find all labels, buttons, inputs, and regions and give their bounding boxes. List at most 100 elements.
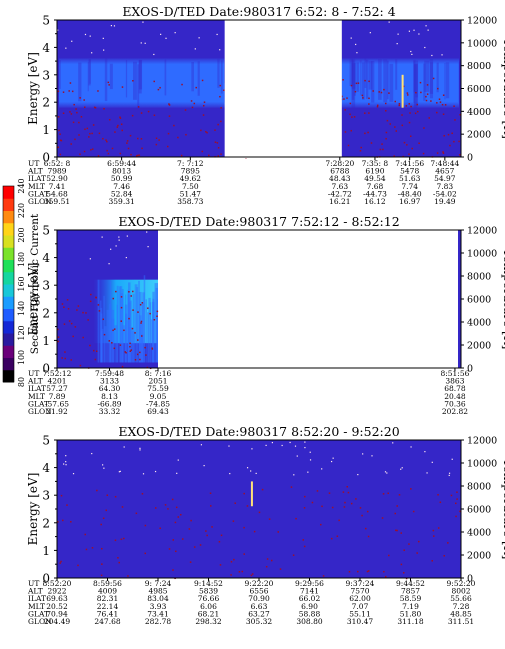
noise-pixel — [230, 574, 232, 576]
panel-2: EXOS-D/TED Date:980317 7:52:12 - 8:52:12… — [26, 214, 505, 416]
y-tick-label: 0 — [42, 572, 50, 586]
speck-pixel — [119, 470, 121, 472]
noise-pixel — [147, 307, 149, 309]
noise-pixel — [129, 350, 132, 352]
table-cell-glon: 358.73 — [177, 197, 203, 206]
noise-pixel — [211, 526, 213, 528]
panel-3: EXOS-D/TED Date:980317 8:52:20 - 9:52:20… — [26, 424, 505, 626]
noise-pixel — [85, 312, 87, 314]
y2-tick-label: 6000 — [467, 505, 491, 516]
table-cell-ilat: 70.90 — [248, 594, 270, 603]
noise-pixel — [134, 358, 137, 361]
table-cell-glat: 73.41 — [147, 609, 168, 618]
noise-pixel — [168, 104, 171, 106]
noise-pixel — [94, 358, 97, 361]
noise-pixel — [78, 121, 80, 124]
table-cell-ilat: 54.97 — [434, 174, 456, 183]
noise-pixel — [453, 140, 455, 143]
noise-pixel — [205, 530, 207, 532]
speck-pixel — [271, 441, 273, 444]
noise-pixel — [349, 113, 351, 116]
noise-pixel — [442, 151, 444, 153]
noise-pixel — [117, 557, 119, 559]
speck-pixel — [139, 449, 141, 451]
table-cell-mlt: 7.46 — [113, 182, 130, 191]
noise-pixel — [402, 572, 405, 574]
band-streak — [436, 62, 439, 93]
noise-pixel — [74, 326, 77, 328]
noise-pixel — [119, 152, 122, 155]
band-streak — [57, 60, 61, 89]
y-tick-label: 4 — [42, 251, 50, 265]
band-streak — [362, 62, 365, 100]
noise-pixel — [139, 351, 141, 354]
table-cell-mlt: 6.63 — [251, 602, 268, 611]
noise-pixel — [111, 342, 113, 344]
noise-pixel — [95, 350, 98, 352]
noise-pixel — [61, 303, 64, 305]
band-streak — [217, 58, 220, 88]
noise-pixel — [179, 513, 182, 516]
noise-pixel — [91, 547, 94, 549]
noise-pixel — [208, 154, 210, 157]
noise-pixel — [57, 521, 59, 523]
noise-pixel — [389, 123, 391, 125]
noise-pixel — [86, 127, 89, 130]
speck-pixel — [413, 29, 415, 31]
noise-pixel — [137, 106, 140, 108]
y2-axis-label: Temperature [K] — [501, 249, 505, 350]
speck-pixel — [118, 471, 120, 473]
noise-pixel — [220, 107, 222, 109]
table-cell-ut: 9: 7:24 — [145, 579, 172, 588]
noise-pixel — [199, 544, 202, 546]
speck-pixel — [392, 442, 394, 444]
noise-pixel — [158, 139, 160, 141]
noise-pixel — [455, 502, 457, 505]
table-cell-glat: -74.85 — [146, 399, 170, 408]
noise-pixel — [137, 339, 139, 341]
noise-pixel — [372, 90, 374, 92]
y2-tick-label: 0 — [467, 574, 473, 585]
cyan-streak — [152, 298, 155, 363]
y-tick-label: 1 — [42, 123, 50, 137]
colorbar-tick-label: 100 — [17, 350, 26, 365]
noise-pixel — [454, 119, 456, 121]
noise-pixel — [91, 132, 93, 135]
noise-pixel — [423, 127, 425, 129]
noise-pixel — [132, 309, 134, 311]
colorbar-swatch — [3, 210, 14, 224]
noise-pixel — [139, 358, 141, 361]
table-cell-ut: 7:52:12 — [43, 369, 72, 378]
table-cell-glat: -54.02 — [433, 189, 457, 198]
speck-pixel — [198, 37, 200, 39]
y2-tick-label: 8000 — [467, 61, 491, 72]
table-cell-alt: 4985 — [148, 587, 167, 596]
noise-pixel — [233, 558, 235, 561]
cyan-streak — [147, 312, 149, 363]
speck-pixel — [101, 236, 103, 238]
noise-pixel — [138, 154, 141, 156]
noise-pixel — [61, 357, 63, 359]
noise-pixel — [71, 90, 74, 93]
noise-pixel — [154, 507, 157, 509]
speck-pixel — [125, 256, 127, 259]
noise-pixel — [444, 104, 447, 106]
noise-pixel — [206, 131, 208, 134]
noise-pixel — [414, 112, 417, 115]
table-cell-ut: 7:28:20 — [325, 159, 354, 168]
speck-pixel — [304, 441, 306, 443]
noise-pixel — [322, 575, 325, 577]
table-cell-alt: 5839 — [199, 587, 218, 596]
speck-pixel — [448, 472, 451, 474]
noise-pixel — [432, 529, 435, 532]
noise-pixel — [443, 134, 445, 137]
noise-pixel — [450, 494, 453, 497]
colorbar-tick-label: 240 — [17, 178, 26, 193]
noise-pixel — [302, 539, 305, 541]
row-label: ILAT — [28, 594, 46, 603]
y2-tick-label: 12000 — [467, 16, 497, 27]
colorbar-tick-label: 160 — [17, 276, 26, 291]
noise-pixel — [355, 498, 357, 500]
noise-pixel — [216, 142, 219, 144]
band-streak — [414, 63, 419, 107]
